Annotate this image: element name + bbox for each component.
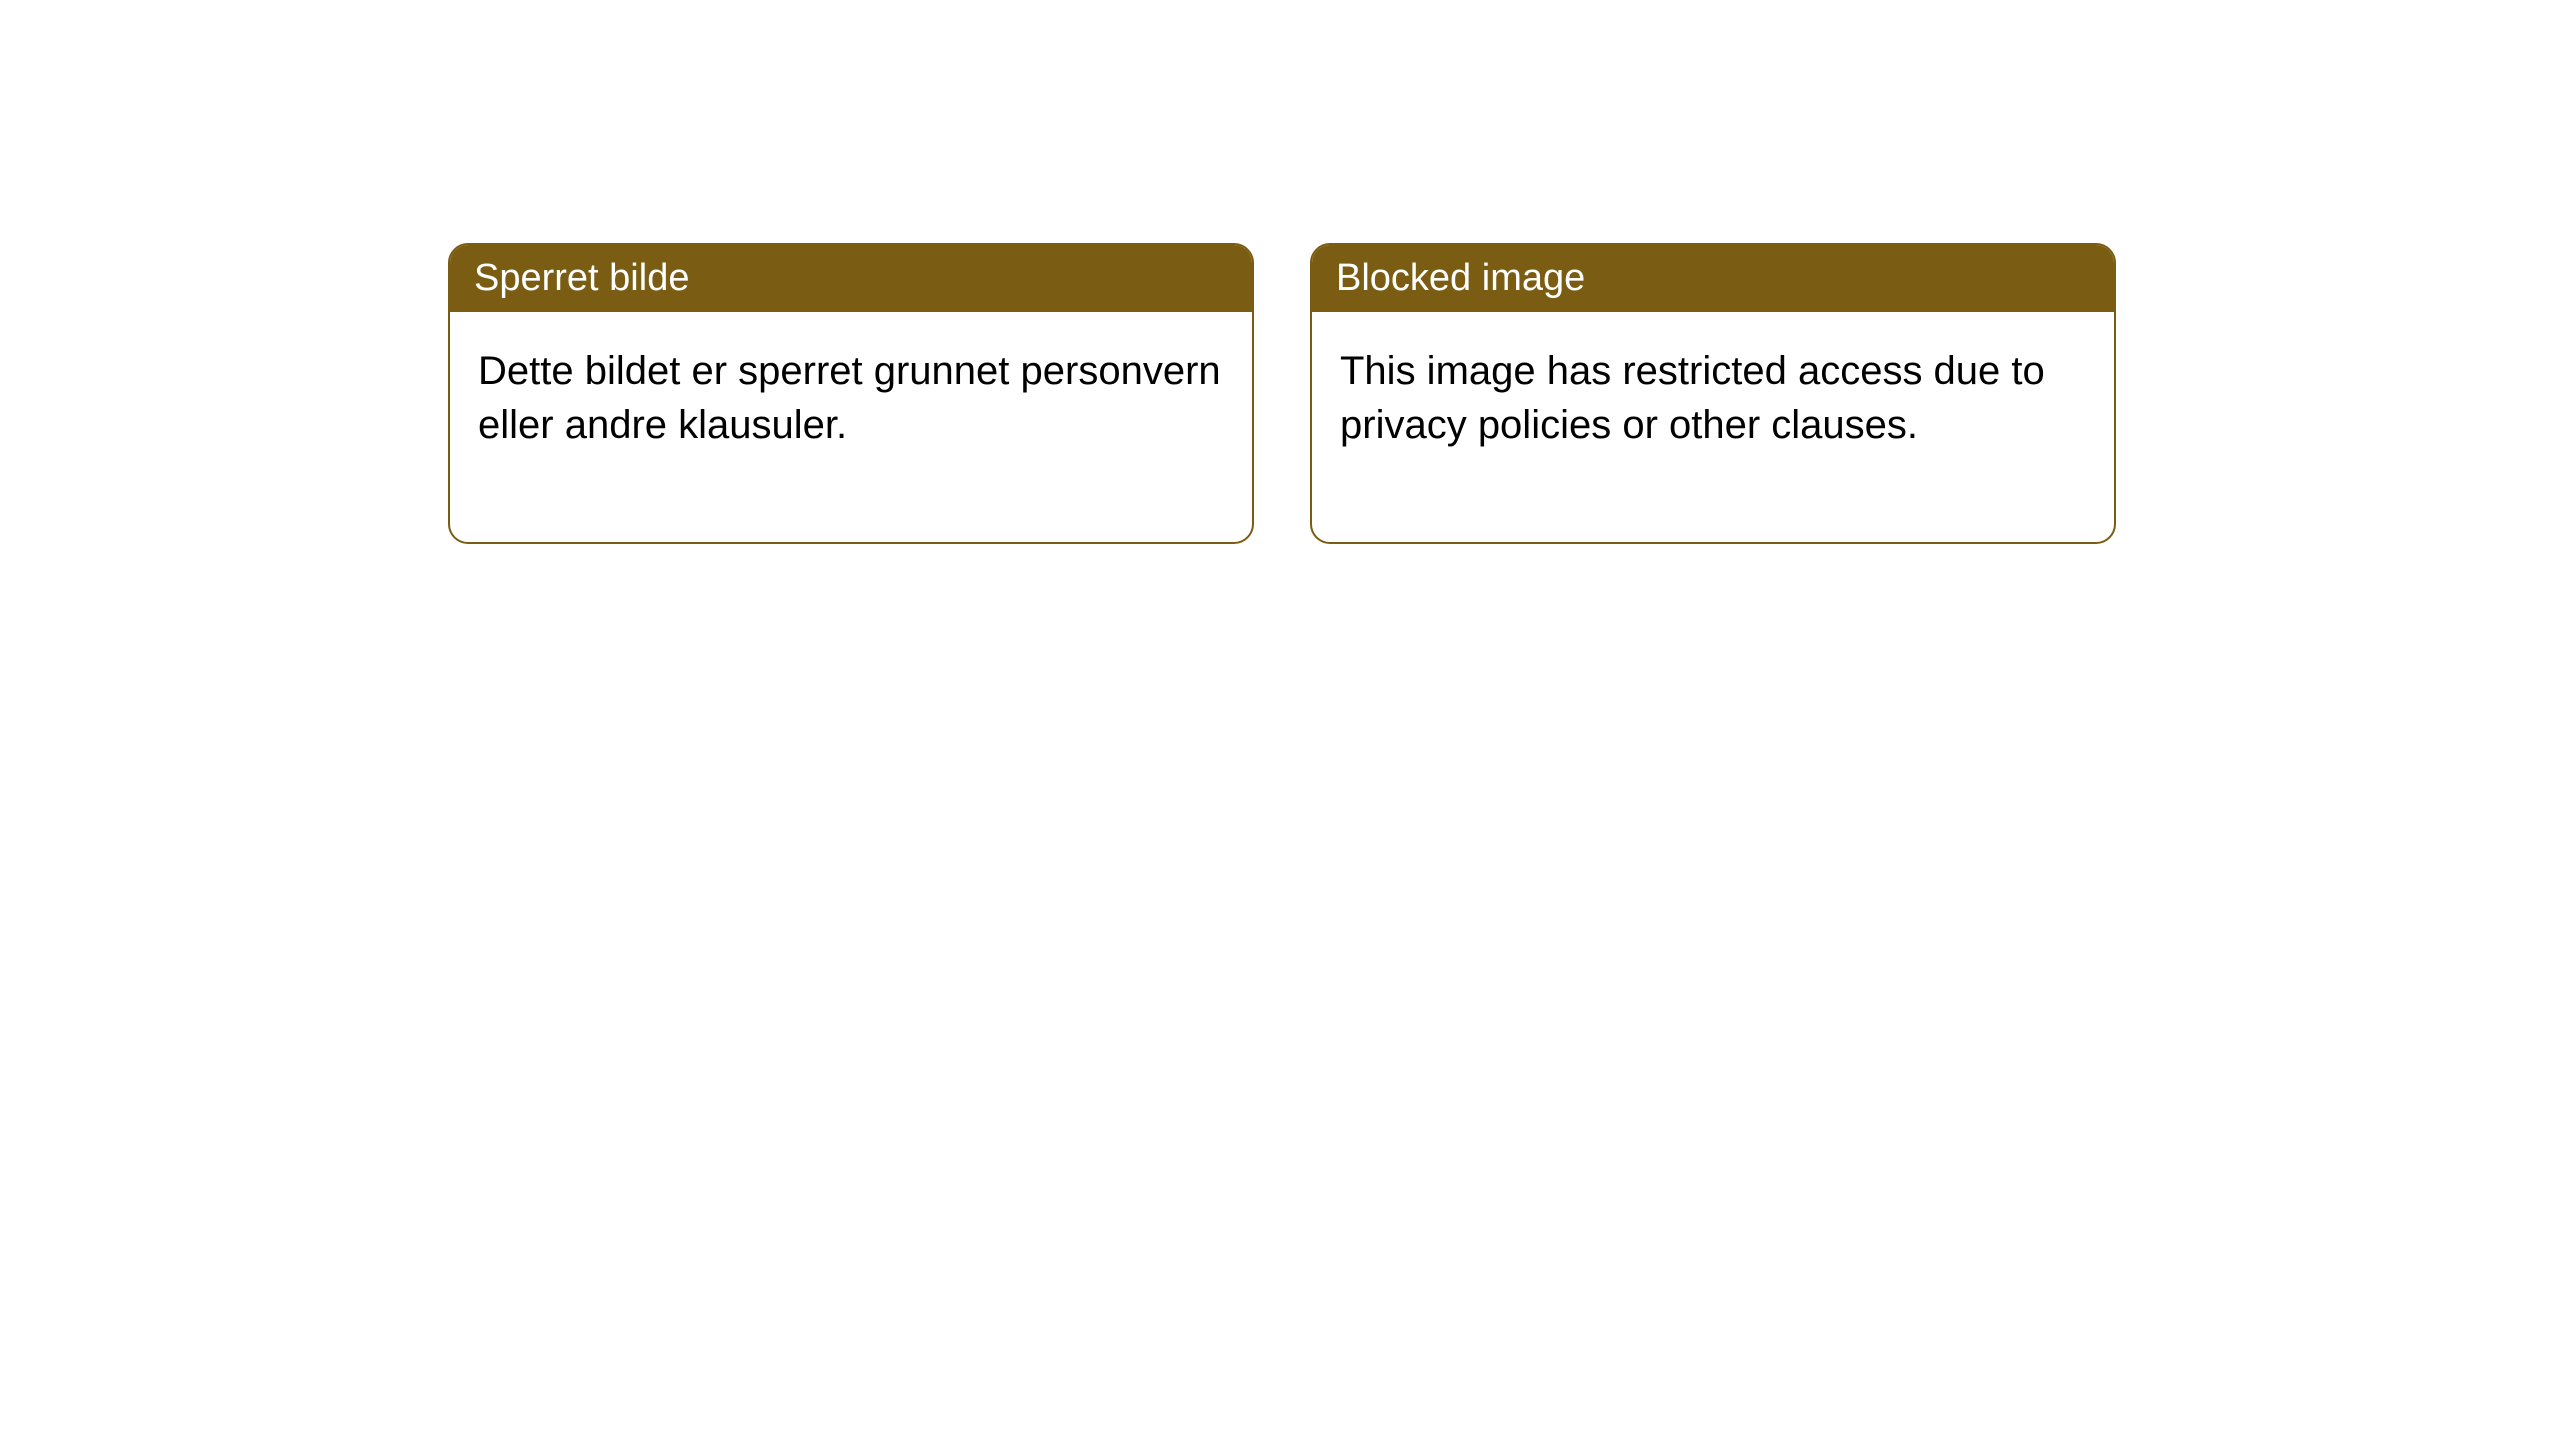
notice-card-header: Sperret bilde [450,245,1252,312]
notice-title: Sperret bilde [474,257,689,299]
notice-card-no: Sperret bilde Dette bildet er sperret gr… [448,243,1254,544]
notice-card-body: Dette bildet er sperret grunnet personve… [450,312,1252,542]
notice-card-header: Blocked image [1312,245,2114,312]
notice-title: Blocked image [1336,257,1585,299]
notice-text: Dette bildet er sperret grunnet personve… [478,349,1221,447]
notice-card-body: This image has restricted access due to … [1312,312,2114,542]
notice-card-en: Blocked image This image has restricted … [1310,243,2116,544]
notice-text: This image has restricted access due to … [1340,349,2045,447]
notice-container: Sperret bilde Dette bildet er sperret gr… [0,0,2560,544]
